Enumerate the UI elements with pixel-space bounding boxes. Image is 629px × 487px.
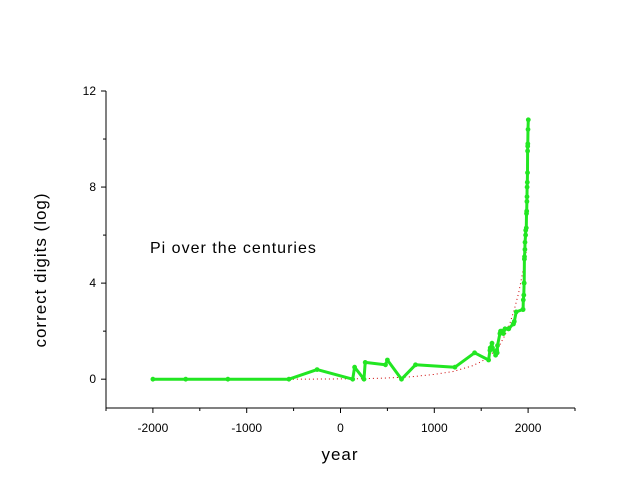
data-point-38 [521, 292, 527, 298]
data-point-9 [383, 362, 388, 368]
x-axis-title: year [321, 445, 358, 464]
y-tick-label-0: 0 [89, 372, 96, 386]
data-point-22 [494, 350, 500, 356]
y-axis-title: correct digits (log) [31, 192, 50, 347]
data-point-7 [361, 376, 367, 382]
data-point-13 [452, 364, 458, 370]
data-point-40 [521, 280, 527, 286]
data-point-10 [385, 357, 390, 363]
data-point-33 [511, 319, 517, 324]
data-point-58 [525, 126, 531, 132]
data-point-44 [522, 239, 528, 245]
data-point-52 [524, 184, 530, 190]
y-tick-label-3: 12 [83, 84, 97, 98]
data-point-14 [472, 350, 477, 356]
data-point-5 [350, 376, 356, 382]
data-point-59 [525, 117, 531, 123]
data-point-43 [522, 247, 528, 252]
x-tick-label-1: -1000 [231, 421, 262, 435]
data-point-3 [286, 376, 292, 382]
data-point-15 [486, 357, 491, 363]
data-point-36 [520, 307, 526, 312]
data-point-0 [150, 376, 156, 382]
data-point-55 [525, 148, 530, 154]
data-point-50 [524, 199, 530, 204]
data-point-49 [524, 208, 530, 214]
data-point-12 [413, 362, 418, 368]
fit-curve-layer [152, 251, 527, 380]
data-point-54 [525, 170, 530, 176]
data-point-1 [183, 376, 189, 382]
y-tick-label-1: 4 [89, 276, 96, 290]
data-point-11 [399, 376, 404, 382]
data-point-8 [362, 360, 368, 365]
data-point-30 [506, 326, 512, 332]
data-point-4 [314, 367, 320, 372]
data-point-2 [225, 376, 231, 382]
y-tick-label-2: 8 [89, 180, 96, 194]
data-point-51 [524, 194, 530, 200]
x-tick-label-4: 2000 [515, 421, 542, 435]
data-point-34 [513, 309, 519, 315]
axes: -2000 -1000 0 1000 2000 0 4 8 12 [83, 84, 576, 435]
data-point-28 [502, 326, 508, 332]
data-point-45 [523, 232, 528, 238]
data-point-53 [524, 179, 530, 185]
data-point-27 [501, 331, 506, 336]
data-point-23 [495, 343, 500, 348]
x-tick-label-0: -2000 [138, 421, 169, 435]
fit-curve [152, 251, 527, 380]
data-point-47 [523, 225, 529, 231]
data-point-42 [522, 254, 527, 260]
data-point-6 [352, 364, 357, 370]
x-tick-label-2: 0 [337, 421, 344, 435]
data-point-57 [525, 141, 531, 147]
data-point-18 [489, 340, 495, 346]
data-point-37 [520, 297, 526, 303]
chart-annotation: Pi over the centuries [150, 240, 317, 257]
data-point-19 [490, 345, 495, 351]
data-series-layer [150, 117, 531, 382]
x-tick-label-3: 1000 [421, 421, 448, 435]
labels-layer: Pi over the centuries year correct digit… [31, 192, 358, 464]
